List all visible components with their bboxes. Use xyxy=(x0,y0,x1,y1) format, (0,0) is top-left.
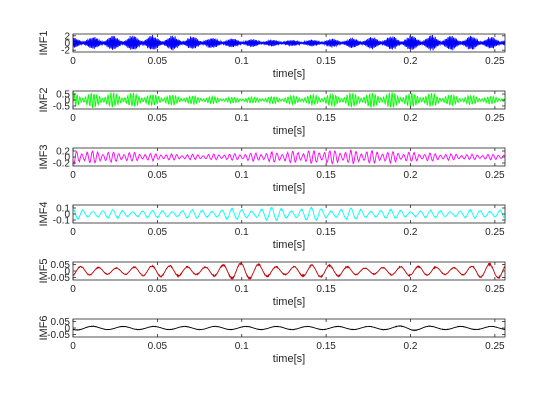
series-line xyxy=(73,149,505,165)
y-tick-label: 0 xyxy=(64,96,70,107)
y-tick-label: 0.2 xyxy=(56,147,70,158)
y-tick-label: -2 xyxy=(61,46,70,57)
x-tick-label: 0 xyxy=(70,113,76,124)
x-axis-label: time[s] xyxy=(273,296,305,308)
x-tick-label: 0.15 xyxy=(316,170,336,181)
x-tick-label: 0.1 xyxy=(235,341,249,352)
axes-frame xyxy=(72,318,506,338)
y-axis-label: IMF5 xyxy=(38,258,50,283)
y-axis-label: IMF3 xyxy=(38,144,50,169)
y-tick-label: -0.5 xyxy=(53,102,71,113)
x-axis-label: time[s] xyxy=(273,182,305,194)
series-line xyxy=(73,206,505,222)
x-tick-label: 0.2 xyxy=(404,170,418,181)
x-tick-label: 0.05 xyxy=(148,341,168,352)
x-axis-label: time[s] xyxy=(273,68,305,80)
y-tick-label: 0.5 xyxy=(56,90,70,101)
x-tick-label: 0.05 xyxy=(148,113,168,124)
y-tick-label: 0 xyxy=(64,210,70,221)
x-tick-label: 0.2 xyxy=(404,227,418,238)
y-axis-label: IMF1 xyxy=(38,30,50,55)
y-tick-label: 0 xyxy=(64,153,70,164)
x-tick-label: 0.25 xyxy=(485,227,505,238)
series-line xyxy=(73,325,505,332)
y-axis-label: IMF6 xyxy=(38,315,50,340)
x-axis-label: time[s] xyxy=(273,239,305,251)
series-line xyxy=(73,34,505,51)
series-line xyxy=(73,262,505,280)
x-tick-label: 0.25 xyxy=(485,56,505,67)
x-tick-label: 0 xyxy=(70,56,76,67)
y-tick-label: 0 xyxy=(64,39,70,50)
x-tick-label: 0.25 xyxy=(485,284,505,295)
y-tick-label: 0.1 xyxy=(56,204,70,215)
x-tick-label: 0 xyxy=(70,170,76,181)
x-tick-label: 0.2 xyxy=(404,56,418,67)
x-tick-label: 0 xyxy=(70,284,76,295)
series-line xyxy=(73,91,505,109)
x-tick-label: 0.05 xyxy=(148,227,168,238)
y-axis-label: IMF2 xyxy=(38,87,50,112)
x-tick-label: 0.15 xyxy=(316,284,336,295)
x-tick-label: 0.05 xyxy=(148,56,168,67)
y-tick-label: 0 xyxy=(64,324,70,335)
x-tick-label: 0.15 xyxy=(316,341,336,352)
x-tick-label: 0.05 xyxy=(148,284,168,295)
y-tick-label: -0.05 xyxy=(47,330,70,341)
x-tick-label: 0.15 xyxy=(316,113,336,124)
y-tick-label: 2 xyxy=(64,31,70,42)
x-tick-label: 0.1 xyxy=(235,56,249,67)
x-axis-label: time[s] xyxy=(273,353,305,365)
y-tick-label: -0.05 xyxy=(47,273,70,284)
y-tick-label: -0.2 xyxy=(53,159,71,170)
y-tick-label: 0 xyxy=(64,267,70,278)
x-tick-label: 0.1 xyxy=(235,284,249,295)
y-tick-label: 0.05 xyxy=(51,317,71,328)
x-tick-label: 0.05 xyxy=(148,170,168,181)
x-tick-label: 0.15 xyxy=(316,56,336,67)
x-axis-label: time[s] xyxy=(273,125,305,137)
x-tick-label: 0 xyxy=(70,227,76,238)
x-tick-label: 0.2 xyxy=(404,284,418,295)
x-tick-label: 0.1 xyxy=(235,227,249,238)
x-tick-label: 0.25 xyxy=(485,170,505,181)
y-axis-label: IMF4 xyxy=(38,201,50,226)
x-tick-label: 0.15 xyxy=(316,227,336,238)
y-tick-label: -0.1 xyxy=(53,216,71,227)
y-tick-label: 0.05 xyxy=(51,260,71,271)
x-tick-label: 0 xyxy=(70,341,76,352)
x-tick-label: 0.25 xyxy=(485,113,505,124)
x-tick-label: 0.2 xyxy=(404,341,418,352)
x-tick-label: 0.1 xyxy=(235,170,249,181)
x-tick-label: 0.2 xyxy=(404,113,418,124)
x-tick-label: 0.1 xyxy=(235,113,249,124)
x-tick-label: 0.25 xyxy=(485,341,505,352)
